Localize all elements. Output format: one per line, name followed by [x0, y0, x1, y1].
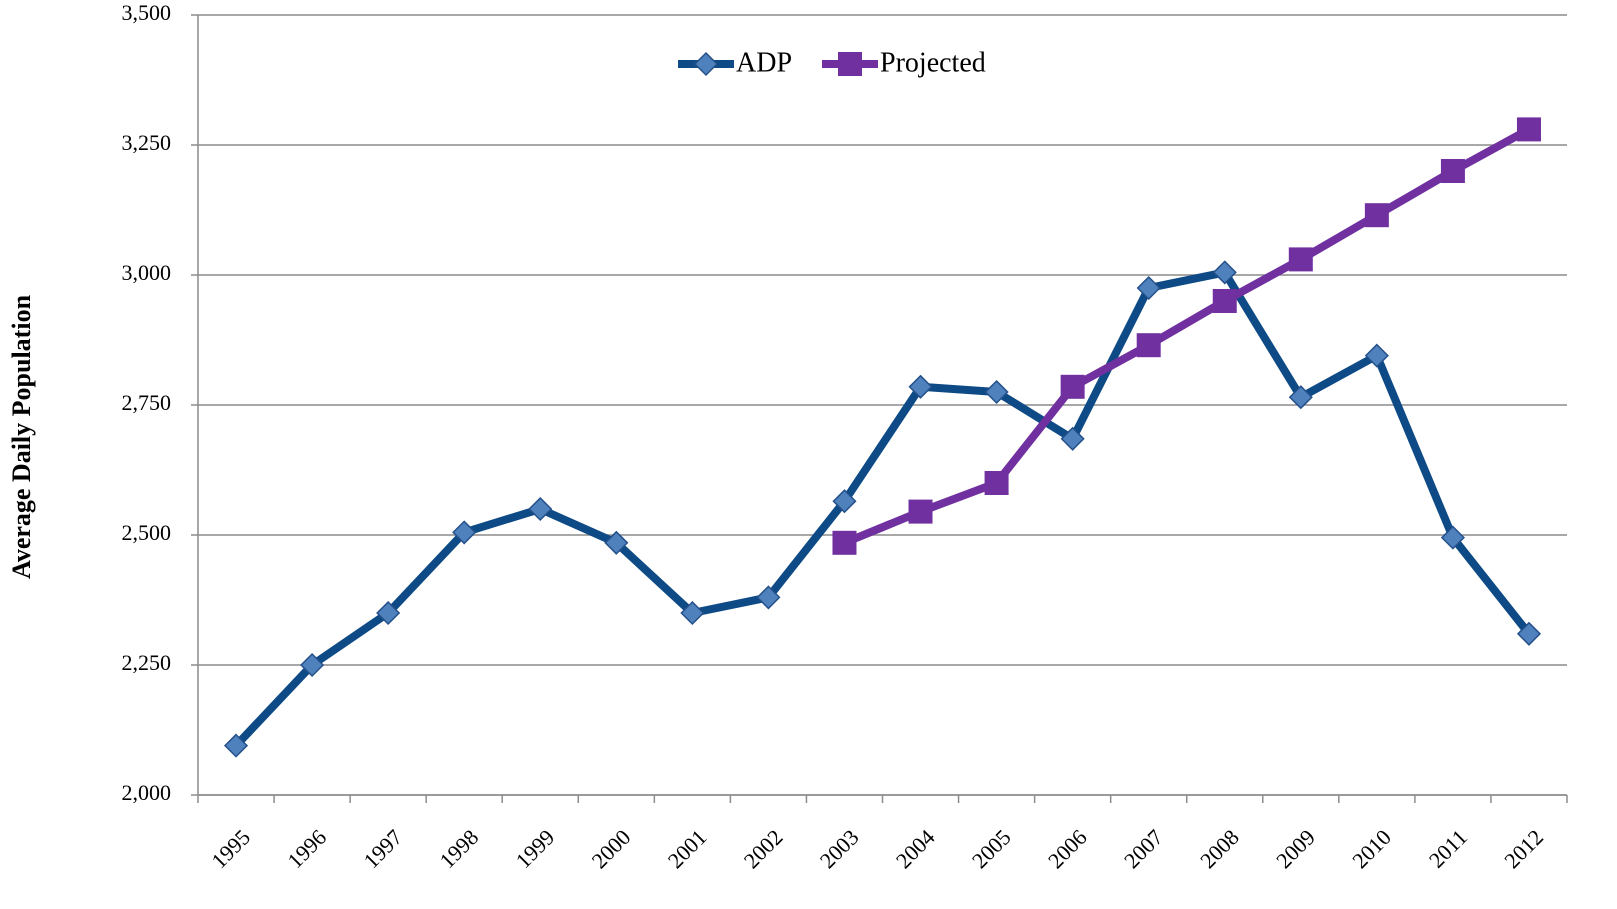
data-point — [908, 374, 933, 399]
x-tick-label: 2001 — [663, 824, 712, 873]
y-tick-label: 2,000 — [122, 780, 172, 805]
data-point — [223, 733, 249, 758]
y-tick-label: 2,750 — [122, 390, 172, 415]
x-tick-label: 2002 — [739, 824, 788, 873]
x-tick-label: 2009 — [1271, 824, 1320, 873]
data-point — [756, 585, 781, 610]
series-line — [233, 268, 1533, 749]
x-tick-label: 2005 — [967, 824, 1016, 873]
x-tick-label: 2004 — [891, 824, 940, 873]
y-tick-label: 3,500 — [122, 0, 172, 25]
data-point — [604, 530, 629, 555]
x-tick-label: 1996 — [282, 824, 331, 873]
data-point — [1440, 525, 1465, 550]
x-tick-label: 1999 — [511, 824, 560, 873]
data-point — [1212, 260, 1237, 285]
x-tick-label: 2008 — [1195, 824, 1244, 873]
data-point — [984, 379, 1009, 405]
data-point — [1288, 385, 1313, 410]
y-tick-label: 2,500 — [122, 520, 172, 545]
series-line — [842, 125, 1531, 547]
data-point — [1136, 333, 1161, 358]
data-point — [528, 496, 553, 522]
x-tick-label: 2006 — [1043, 824, 1092, 873]
x-tick-label: 1998 — [435, 824, 484, 873]
y-tick-label: 3,250 — [122, 130, 172, 155]
data-point — [1288, 247, 1313, 272]
data-point — [832, 530, 857, 555]
data-point — [984, 471, 1009, 495]
data-point — [1060, 374, 1085, 399]
data-point — [1364, 203, 1389, 228]
data-point — [1212, 289, 1237, 313]
x-tick-label: 2003 — [815, 824, 864, 873]
y-axis-label: Average Daily Population — [7, 294, 36, 579]
data-point — [1136, 275, 1161, 301]
x-tick-label: 1997 — [358, 824, 407, 873]
data-point — [1440, 159, 1465, 183]
data-point — [1060, 426, 1085, 451]
x-tick-label: 2007 — [1119, 824, 1168, 873]
y-tick-label: 3,000 — [122, 260, 172, 285]
legend-marker — [838, 52, 863, 76]
data-point — [376, 600, 401, 626]
data-point — [832, 489, 857, 514]
x-tick-label: 2000 — [587, 824, 636, 873]
data-point — [300, 652, 325, 678]
x-tick-label: 1995 — [206, 824, 255, 873]
legend-label: Projected — [880, 47, 986, 78]
x-tick-label: 2010 — [1347, 824, 1396, 873]
x-tick-label: 2011 — [1424, 824, 1472, 872]
legend-marker — [693, 51, 719, 77]
y-tick-label: 2,250 — [122, 650, 172, 675]
data-point — [1364, 343, 1389, 368]
data-point — [680, 600, 705, 626]
data-point — [1516, 621, 1542, 646]
data-point — [452, 520, 477, 545]
x-tick-label: 2012 — [1499, 824, 1548, 873]
data-point — [908, 499, 933, 524]
legend-label: ADP — [736, 47, 792, 78]
data-point — [1516, 117, 1541, 142]
